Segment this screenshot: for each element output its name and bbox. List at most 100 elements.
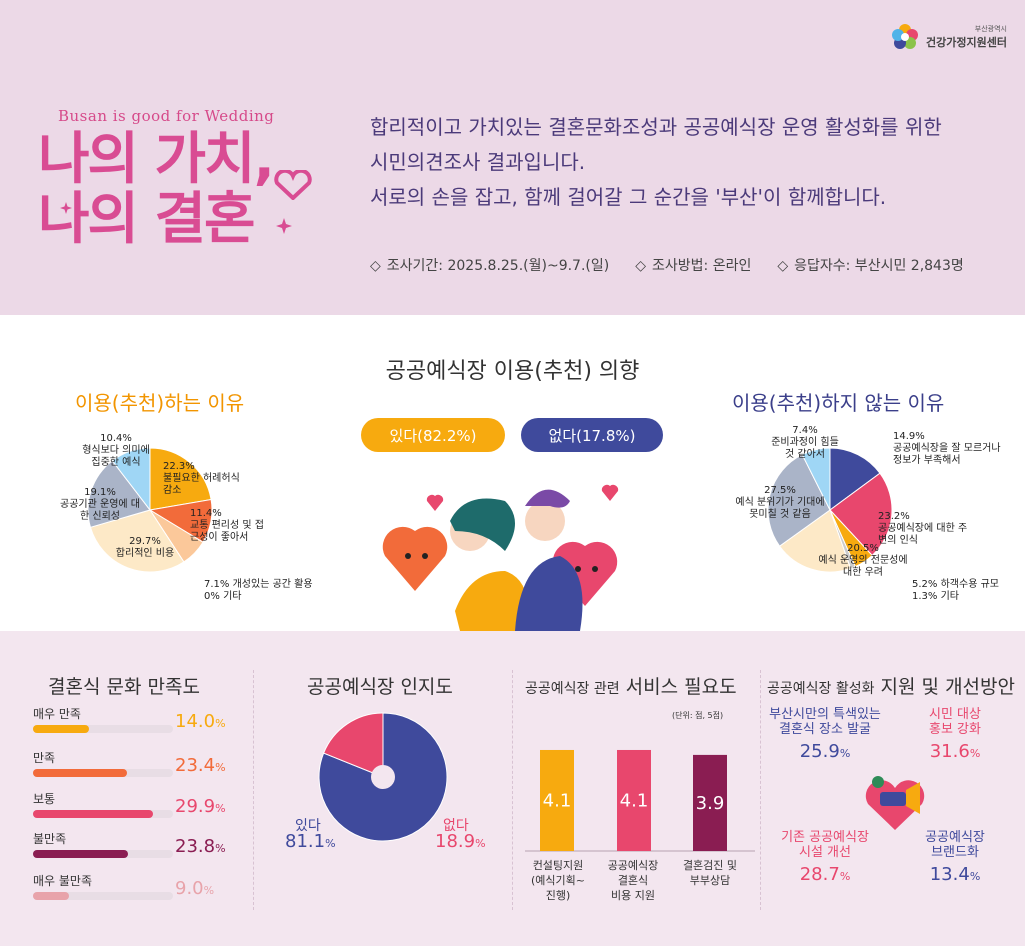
intent-yes-badge: 있다(82.2%) [361, 418, 505, 452]
divider [253, 670, 254, 910]
pie-label-expertise: 20.5% 예식 운영의 전문성에 대한 우려 [818, 543, 908, 579]
needs-bar-chart: 4.1 4.1 3.9 [525, 749, 755, 852]
pie-label-capacity-etc: 5.2% 하객수용 규모 1.3% 기타 [912, 579, 1012, 603]
needs-category-line: 결혼식 [617, 874, 649, 887]
percent-sign: % [215, 761, 226, 774]
percent-sign: % [969, 747, 981, 760]
divider [760, 670, 761, 910]
reasons-not-use-pie-chart [767, 447, 893, 573]
pie-value: 0 [204, 591, 211, 602]
improve-item-venue: 부산시만의 특색있는 결혼식 장소 발굴 25.9% [762, 707, 888, 762]
satisfaction-track [33, 850, 173, 858]
pie-label-formality: 22.3% 불필요한 허례허식 감소 [163, 461, 245, 497]
satisfaction-row: 보통 29.9% [33, 790, 243, 818]
pie-text: 공공기관 운영에 대한 신뢰성 [60, 499, 140, 522]
percent-sign: % [969, 870, 981, 883]
satisfaction-number: 23.4 [175, 755, 216, 776]
reasons-use-pie-chart [87, 447, 213, 573]
intro-line: 서로의 손을 잡고, 함께 걸어갈 그 순간을 '부산'이 함께합니다. [370, 185, 887, 209]
pie-text: 불필요한 허례허식 감소 [163, 473, 240, 496]
pie-value: 10.4% [100, 433, 132, 444]
pie-slice [829, 447, 881, 511]
satisfaction-label: 보통 [33, 792, 56, 806]
satisfaction-value: 9.0% [175, 878, 214, 899]
pie-label-access: 11.4% 교통 편리성 및 접근성이 좋아서 [190, 508, 270, 544]
percent-sign: % [839, 747, 851, 760]
intro-text: 합리적이고 가치있는 결혼문화조성과 공공예식장 운영 활성화를 위한 시민의견… [370, 110, 1010, 215]
satisfaction-label: 매우 만족 [33, 707, 81, 721]
header-section: 부산광역시 건강가정지원센터 Busan is good for Wedding… [0, 0, 1025, 315]
pie-label-meaning: 10.4% 형식보다 의미에 집중한 예식 [78, 433, 154, 469]
satisfaction-label: 매우 불만족 [33, 874, 93, 888]
satisfaction-row: 매우 불만족 9.0% [33, 872, 243, 900]
improve-label: 결혼식 장소 발굴 [779, 722, 871, 737]
awareness-pie-chart [318, 712, 448, 842]
satisfaction-value: 23.8% [175, 836, 226, 857]
megaphone-illustration [865, 776, 925, 830]
pie-label-perception: 23.2% 공공예식장에 대한 주변의 인식 [878, 511, 968, 547]
pie-value: 1.3 [912, 591, 928, 602]
pie-slice [322, 712, 384, 778]
needs-bar-value: 4.1 [620, 790, 649, 811]
percent-sign: % [203, 884, 215, 897]
heart-icon [274, 170, 312, 200]
improve-value: 31.6% [915, 741, 995, 762]
intro-line: 합리적이고 가치있는 결혼문화조성과 공공예식장 운영 활성화를 위한 [370, 115, 942, 139]
improve-label: 공공예식장 [925, 830, 985, 845]
satisfaction-bar [33, 892, 69, 900]
satisfaction-value: 14.0% [175, 711, 226, 732]
org-logo: 부산광역시 건강가정지원센터 [890, 22, 1007, 52]
improve-value: 28.7% [772, 864, 878, 885]
campaign-tagline: Busan is good for Wedding [58, 107, 275, 125]
needs-category-line: 컨설팅지원 [532, 859, 584, 872]
pie-text: 합리적인 비용 [115, 548, 175, 559]
needs-title-big: 서비스 필요도 [625, 676, 737, 698]
pie-label-mood: 27.5% 예식 분위기가 기대에 못미칠 것 같음 [730, 485, 830, 521]
satisfaction-track [33, 725, 173, 733]
intro-line: 시민의견조사 결과입니다. [370, 150, 586, 174]
improve-title-small: 공공예식장 활성화 [767, 681, 875, 697]
pie-value: 22.3% [163, 461, 195, 472]
pie-slice [87, 460, 151, 528]
survey-method: ◇ 조사방법: 온라인 [635, 255, 751, 275]
flower-logo-icon [892, 24, 919, 49]
survey-respondents: ◇ 응답자수: 부산시민 2,843명 [777, 255, 963, 275]
org-city: 부산광역시 [974, 25, 1007, 33]
pie-text: 7.1% 개성있는 공간 활용 [204, 579, 313, 590]
needs-unit: (단위: 점, 5점) [672, 711, 724, 720]
pie-text: 5.2% 하객수용 규모 [912, 579, 999, 590]
pie-text: 준비과정이 힘들 것 같아서 [771, 437, 839, 460]
improve-item-facility: 기존 공공예식장 시설 개선 28.7% [772, 830, 878, 885]
pie-label-prep: 7.4% 준비과정이 힘들 것 같아서 [770, 425, 840, 461]
intent-title: 공공예식장 이용(추천) 의향 [385, 359, 640, 384]
improve-label: 시설 개선 [799, 845, 851, 860]
pie-value: 29.7% [129, 536, 161, 547]
percent-sign: % [215, 802, 226, 815]
improve-item-promotion: 시민 대상 홍보 강화 31.6% [915, 707, 995, 762]
survey-period-text: 조사기간: 2025.8.25.(월)~9.7.(일) [386, 258, 610, 274]
satisfaction-bar [33, 810, 153, 818]
pie-value: 11.4% [190, 508, 222, 519]
diamond-icon: ◇ [777, 258, 789, 274]
pie-text: 기타 [940, 591, 959, 602]
survey-period: ◇ 조사기간: 2025.8.25.(월)~9.7.(일) [370, 255, 609, 275]
intent-no-badge: 없다(17.8%) [521, 418, 663, 452]
improve-item-brand: 공공예식장 브랜드화 13.4% [915, 830, 995, 885]
satisfaction-row: 매우 만족 14.0% [33, 705, 243, 733]
pie-slice [829, 472, 893, 557]
pie-slice [149, 447, 212, 511]
survey-method-text: 조사방법: 온라인 [652, 258, 752, 274]
satisfaction-value: 29.9% [175, 796, 226, 817]
satisfaction-row: 만족 23.4% [33, 749, 243, 777]
pie-text: 공공예식장에 대한 주변의 인식 [878, 523, 968, 546]
needs-category-line: 공공예식장 [607, 859, 659, 872]
needs-category-label: 공공예식장 결혼식 비용 지원 [588, 858, 678, 903]
percent-sign: % [215, 842, 226, 855]
pie-value: 7.1 [204, 579, 220, 590]
needs-category-line: 부부상담 [689, 874, 731, 887]
needs-bar-value: 4.1 [543, 790, 572, 811]
needs-category-label: 컨설팅지원 (예식기획~ 진행) [513, 858, 603, 903]
improve-number: 28.7 [799, 864, 840, 885]
pie-text: 공공예식장을 잘 모르거나 정보가 부족해서 [893, 443, 1001, 466]
pie-text: 예식 분위기가 기대에 못미칠 것 같음 [735, 497, 825, 520]
